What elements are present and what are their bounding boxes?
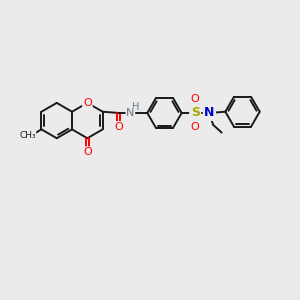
Text: O: O: [191, 122, 200, 132]
Text: O: O: [83, 147, 92, 157]
Text: S: S: [191, 106, 200, 119]
Text: N: N: [126, 108, 135, 118]
Text: O: O: [191, 94, 200, 104]
Text: CH₃: CH₃: [19, 131, 36, 140]
Text: O: O: [114, 122, 123, 132]
Text: O: O: [83, 98, 92, 108]
Text: H: H: [132, 102, 139, 112]
Text: N: N: [204, 106, 214, 119]
